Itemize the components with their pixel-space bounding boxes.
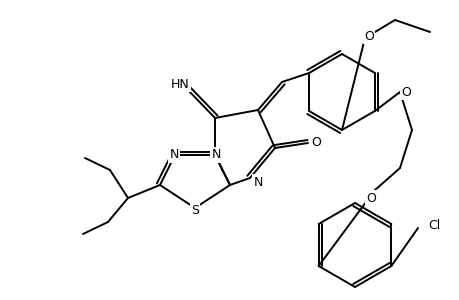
Text: Cl: Cl (427, 220, 439, 232)
Text: O: O (363, 29, 373, 43)
Text: O: O (365, 191, 375, 205)
Text: N: N (253, 176, 262, 188)
Text: N: N (169, 148, 178, 161)
Text: HN: HN (170, 77, 189, 91)
Text: S: S (190, 203, 199, 217)
Text: O: O (400, 85, 410, 98)
Text: N: N (211, 148, 220, 161)
Text: O: O (310, 136, 320, 149)
